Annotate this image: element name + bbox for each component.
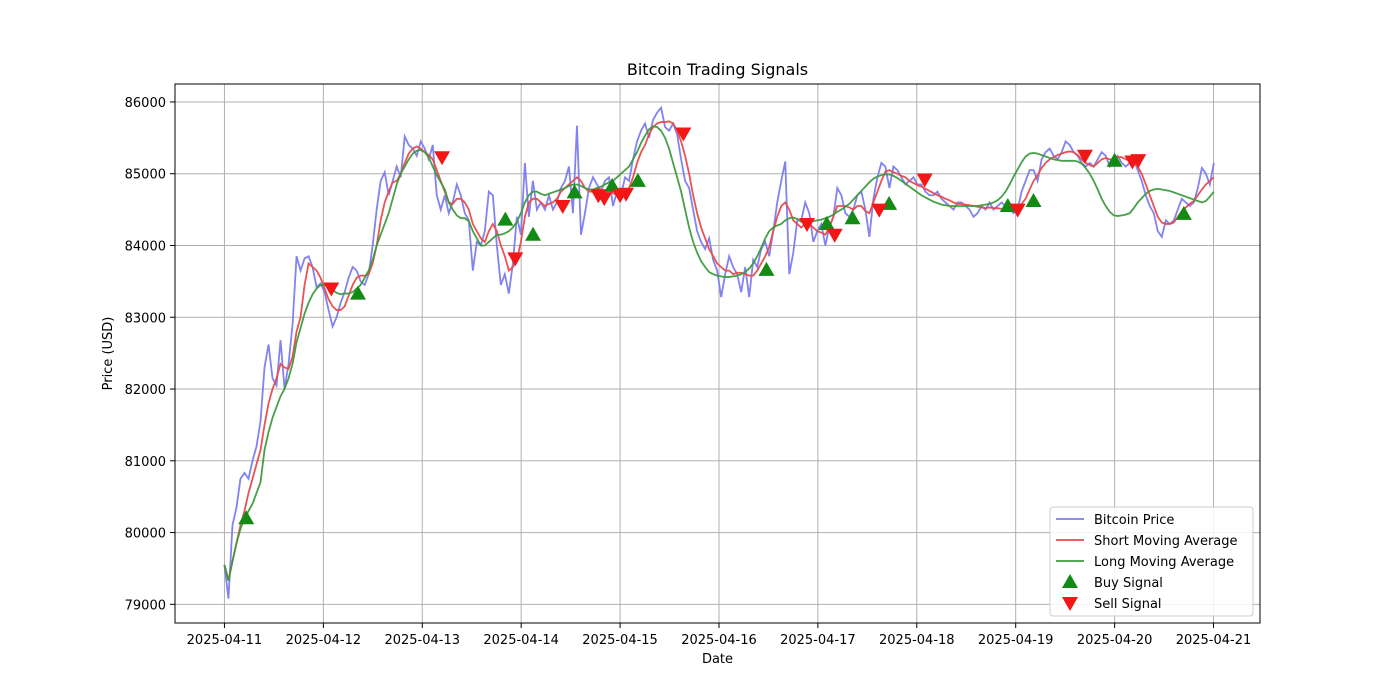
legend-box (1049, 506, 1254, 617)
legend-label: Long Moving Average (1094, 555, 1234, 570)
sell-signal-marker (1076, 149, 1093, 164)
legend-swatch (1062, 597, 1078, 611)
short-moving-average-line (223, 120, 1215, 581)
sell-signal-marker (871, 203, 888, 218)
legend-label: Bitcoin Price (1094, 513, 1174, 528)
y-tick-label: 80000 (125, 527, 166, 542)
buy-signal-marker (818, 215, 835, 230)
x-tick-label: 2025-04-13 (384, 633, 460, 648)
long-moving-average-line (223, 125, 1215, 581)
y-tick-label: 83000 (125, 311, 166, 326)
buy-signal-marker (497, 211, 514, 226)
x-axis-ticks: 2025-04-11 2025-04-12 2025-04-13 2025-04-14… (187, 623, 1252, 648)
x-tick-label: 2025-04-19 (978, 633, 1054, 648)
sell-signal-marker (554, 200, 571, 215)
buy-signal-marker (566, 184, 583, 199)
buy-signal-marker (999, 198, 1016, 213)
x-tick-label: 2025-04-14 (483, 633, 559, 648)
x-tick-label: 2025-04-18 (879, 633, 955, 648)
y-tick-label: 85000 (125, 168, 166, 183)
x-tick-label: 2025-04-21 (1176, 633, 1252, 648)
chart-title: Bitcoin Trading Signals (627, 60, 808, 79)
buy-signal-marker (1175, 205, 1192, 220)
sell-signal-marker (618, 187, 635, 202)
legend: Bitcoin Price Short Moving Average Long Mo… (1049, 506, 1254, 617)
y-tick-label: 81000 (125, 455, 166, 470)
sell-signal-marker (799, 217, 816, 232)
x-tick-label: 2025-04-17 (780, 633, 856, 648)
sell-signal-marker (1009, 203, 1026, 218)
plot-frame (174, 83, 1261, 624)
buy-signal-marker (1106, 152, 1123, 167)
bitcoin-price-line (223, 105, 1215, 599)
sell-signal-marker (434, 151, 451, 166)
sell-signal-marker (596, 192, 613, 207)
x-tick-label: 2025-04-11 (187, 633, 263, 648)
sell-signal-marker (675, 127, 692, 142)
buy-signal-marker (349, 285, 366, 300)
sell-signal-marker (507, 252, 524, 267)
y-tick-label: 86000 (125, 96, 166, 111)
x-tick-label: 2025-04-20 (1077, 633, 1153, 648)
buy-signal-marker (525, 226, 542, 241)
y-tick-label: 82000 (125, 383, 166, 398)
x-tick-label: 2025-04-15 (582, 633, 658, 648)
signal-markers (238, 127, 1192, 525)
x-axis-label: Date (702, 652, 733, 667)
y-axis-ticks: 79000 80000 81000 82000 83000 84000 85000 86000 (125, 96, 175, 613)
legend-label: Buy Signal (1094, 576, 1163, 591)
buy-signal-marker (844, 210, 861, 225)
x-tick-label: 2025-04-12 (286, 633, 362, 648)
sell-signal-marker (916, 173, 933, 188)
sell-signal-marker (323, 282, 340, 297)
buy-signal-marker (1025, 192, 1042, 207)
series-layer (223, 105, 1215, 599)
x-tick-label: 2025-04-16 (681, 633, 757, 648)
sell-signal-marker (826, 228, 843, 243)
buy-signal-marker (629, 172, 646, 187)
y-tick-label: 84000 (125, 239, 166, 254)
buy-signal-marker (238, 510, 255, 525)
sell-signal-marker (1130, 154, 1147, 169)
y-tick-label: 79000 (125, 598, 166, 613)
legend-swatch (1062, 574, 1078, 588)
legend-label: Sell Signal (1094, 597, 1162, 612)
legend-label: Short Moving Average (1094, 534, 1238, 549)
buy-signal-marker (604, 177, 621, 192)
buy-signal-marker (758, 261, 775, 276)
y-axis-label: Price (USD) (101, 317, 116, 391)
